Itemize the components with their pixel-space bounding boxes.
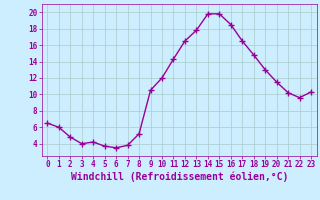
X-axis label: Windchill (Refroidissement éolien,°C): Windchill (Refroidissement éolien,°C) <box>70 172 288 182</box>
